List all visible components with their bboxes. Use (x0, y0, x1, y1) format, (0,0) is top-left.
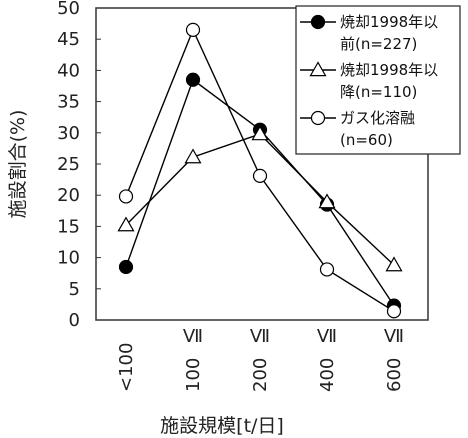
y-tick-label: 40 (57, 60, 80, 81)
x-tick-label-text: <100 (116, 343, 137, 392)
x-tick-label-text: 200 (250, 358, 271, 392)
x-axis: <100 100 Ⅶ 200 Ⅶ 400 Ⅶ 600 Ⅶ (116, 326, 405, 392)
data-point (118, 259, 134, 275)
x-tick-symbol: Ⅶ (317, 326, 337, 347)
legend-label: 焼却1998年以 (340, 61, 438, 79)
x-tick-symbol: Ⅶ (384, 326, 404, 347)
x-axis-title: 施設規模[t/日] (160, 415, 284, 437)
y-axis: 0 5 10 15 20 25 30 35 40 45 50 (57, 0, 101, 331)
legend-label: (n=60) (340, 131, 393, 149)
legend-marker (310, 14, 326, 30)
y-tick-label: 25 (57, 154, 80, 175)
data-point (319, 262, 335, 277)
legend-entry: ガス化溶融 (n=60) (300, 109, 415, 149)
y-tick-label: 20 (57, 185, 80, 206)
x-tick-label: <100 (116, 343, 137, 392)
legend-label: 降(n=110) (340, 83, 417, 101)
y-tick-label: 45 (57, 29, 80, 50)
series-3 (118, 22, 402, 319)
legend-marker (310, 110, 326, 126)
data-point (251, 125, 269, 141)
x-tick-label: 100 (183, 358, 204, 392)
x-tick-symbol: Ⅶ (183, 326, 203, 347)
series-2 (117, 125, 403, 272)
y-axis-title: 施設割合(%) (7, 110, 29, 219)
data-point (117, 216, 135, 232)
data-point (185, 72, 201, 87)
data-point (252, 168, 268, 183)
y-tick-label: 30 (57, 123, 80, 144)
x-tick-label: 600 (384, 358, 405, 392)
y-tick-label: 15 (57, 216, 80, 237)
y-tick-label: 10 (57, 248, 80, 269)
x-tick-label-text: 600 (384, 358, 405, 392)
x-tick-label-text: 100 (183, 358, 204, 392)
y-tick-label: 0 (69, 310, 80, 331)
data-point (185, 22, 201, 37)
data-point (184, 148, 202, 164)
x-tick-label-text: 400 (317, 358, 338, 392)
legend-marker (309, 61, 327, 77)
data-point (386, 304, 402, 319)
x-tick-symbol: Ⅶ (250, 326, 270, 347)
y-tick-label: 35 (57, 92, 80, 113)
series-layer (117, 22, 403, 319)
y-tick-label: 50 (57, 0, 80, 19)
x-tick-label: 200 (250, 358, 271, 392)
legend-label: 焼却1998年以 (340, 13, 438, 31)
data-point (385, 256, 403, 272)
legend-box (295, 5, 461, 155)
y-tick-label: 5 (69, 279, 80, 300)
legend: 焼却1998年以前(n=227)焼却1998年以降(n=110)ガス化溶融(n=… (295, 5, 461, 155)
data-point (318, 193, 336, 209)
x-tick-label: 400 (317, 358, 338, 392)
data-point (118, 189, 134, 204)
legend-label: 前(n=227) (340, 35, 417, 53)
legend-label: ガス化溶融 (340, 109, 415, 127)
